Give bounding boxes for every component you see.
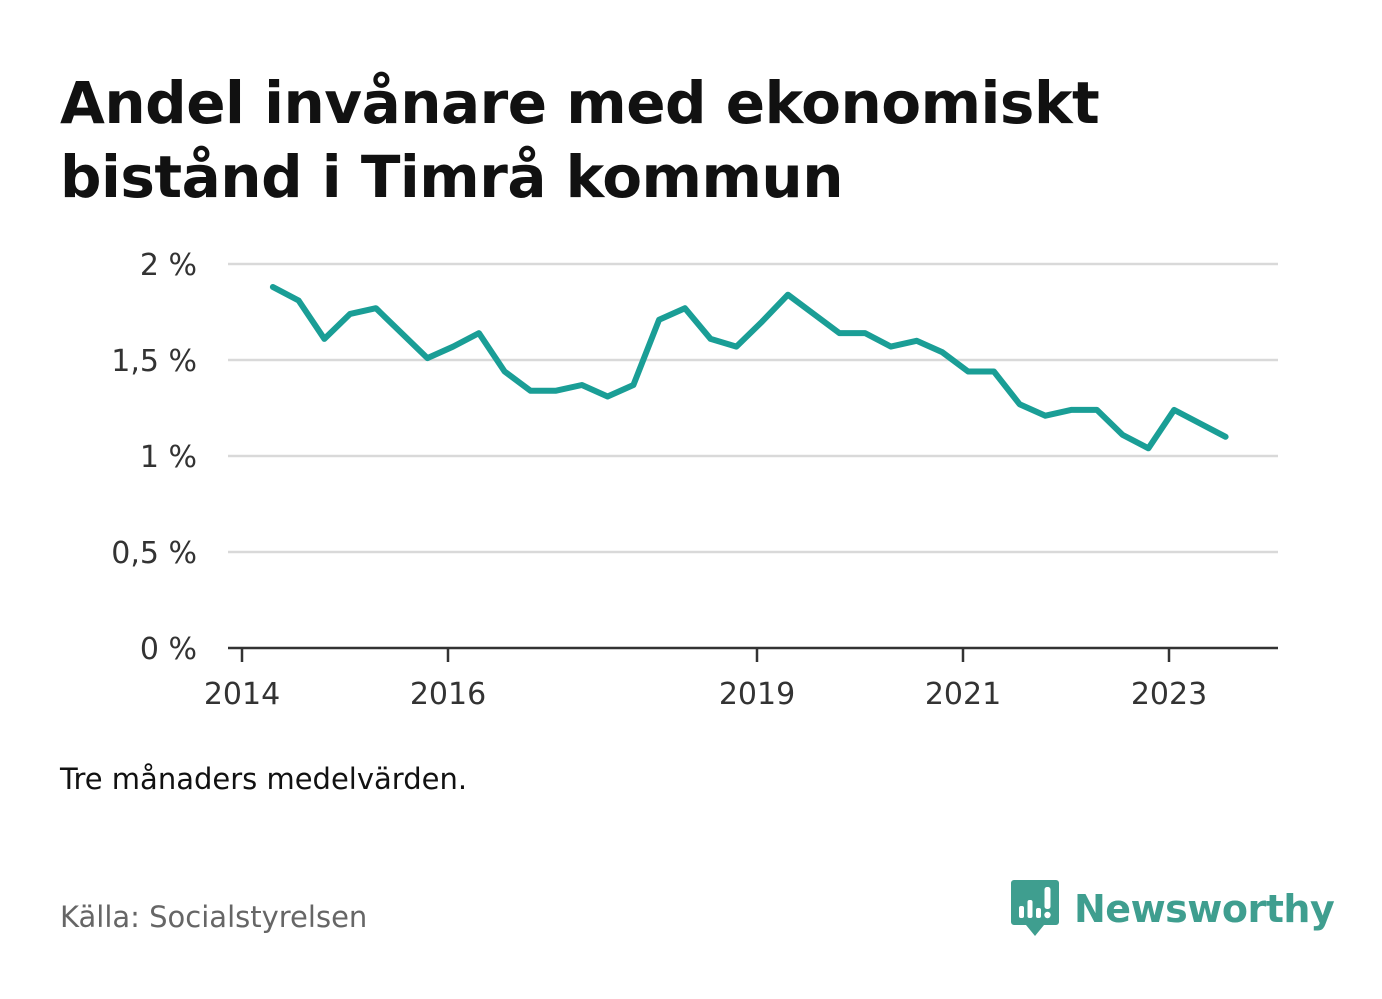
chart-note: Tre månaders medelvärden.	[60, 762, 468, 796]
bar-chart-speech-bubble-icon	[1011, 880, 1059, 936]
y-tick-label: 0,5 %	[111, 536, 197, 571]
series-line	[269, 284, 1229, 452]
x-tick-label: 2021	[925, 677, 1001, 712]
brand-name: Newsworthy	[1074, 887, 1335, 931]
chart-title: Andel invånare med ekonomiskt bistånd i …	[60, 69, 1100, 211]
x-tick-label: 2014	[204, 677, 280, 712]
source-credit: Källa: Socialstyrelsen	[60, 900, 368, 934]
x-tick-label: 2023	[1131, 677, 1207, 712]
grid-lines	[228, 262, 1278, 554]
x-tick-label: 2019	[719, 677, 795, 712]
y-axis-tick-labels: 0 % 0,5 % 1 % 1,5 % 2 %	[111, 248, 197, 667]
x-tick-label: 2016	[410, 677, 486, 712]
x-axis-ticks: 2014 2016 2019 2021 2023	[204, 648, 1207, 712]
y-tick-label: 1,5 %	[111, 344, 197, 379]
y-tick-label: 1 %	[140, 440, 197, 475]
y-tick-label: 0 %	[140, 632, 197, 667]
newsworthy-logo: Newsworthy	[1010, 876, 1350, 942]
y-tick-label: 2 %	[140, 248, 197, 283]
